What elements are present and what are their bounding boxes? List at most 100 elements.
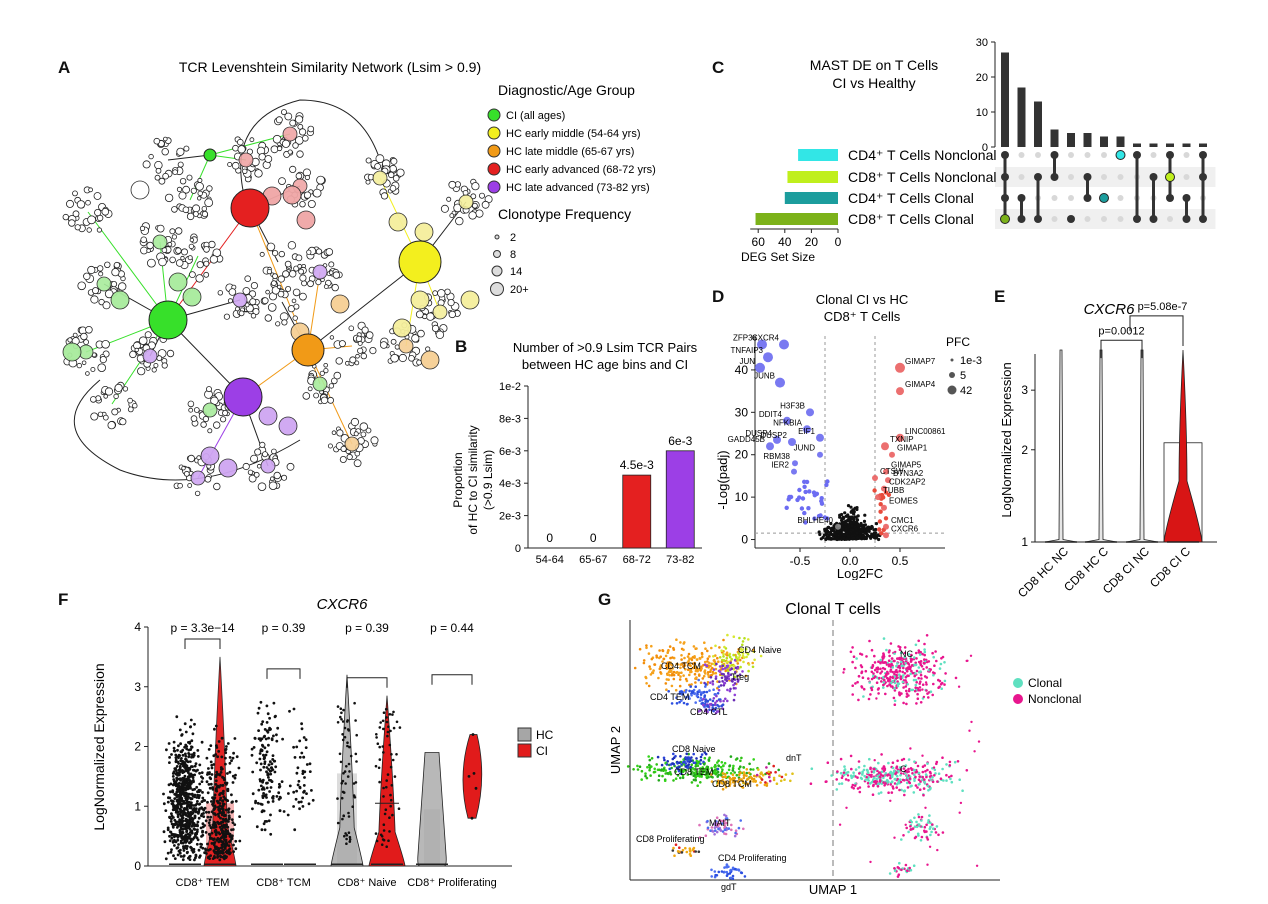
umap-point-clonality xyxy=(917,639,920,643)
cell-point xyxy=(277,791,281,795)
clonotype-node xyxy=(206,185,213,192)
cell-point xyxy=(184,844,188,848)
gene-point-CXCR6 xyxy=(883,532,889,539)
clonotype-node xyxy=(158,177,166,185)
cell-point xyxy=(197,816,201,820)
cell-point xyxy=(176,833,180,837)
network-node xyxy=(182,287,202,307)
umap-point-clonality xyxy=(919,701,923,704)
umap-point-clonality xyxy=(909,688,913,692)
gene-point-GIMAP7 xyxy=(895,362,905,373)
cell-point xyxy=(169,799,173,802)
cell-point xyxy=(209,760,213,764)
cell-point xyxy=(162,830,166,834)
umap-point-cd4-tcm xyxy=(670,684,674,688)
gene-point-GIMAP1 xyxy=(889,451,895,458)
cell-point xyxy=(375,839,379,843)
cell-point xyxy=(210,766,214,770)
umap-point-clonality xyxy=(922,793,925,797)
legend-label-hc-early-middle: HC early middle (54-64 yrs) xyxy=(506,128,640,140)
umap-point-clonality xyxy=(900,838,903,841)
umap-point-mait xyxy=(723,813,726,817)
panel-b-title-line1: Number of >0.9 Lsim TCR Pairs xyxy=(513,340,698,355)
cell-point xyxy=(230,801,234,804)
cell-point xyxy=(339,715,342,719)
cell-point xyxy=(221,809,225,813)
clonotype-node xyxy=(293,303,300,310)
clonotype-node xyxy=(252,307,260,315)
cell-point xyxy=(177,843,180,846)
cell-point xyxy=(382,829,386,832)
legend-swatch-hc xyxy=(517,727,532,742)
umap-point-mait xyxy=(723,819,726,822)
umap-point-clonality xyxy=(917,813,920,816)
cell-point xyxy=(170,833,174,837)
clonotype-node xyxy=(80,332,88,341)
clonotype-node xyxy=(365,331,374,339)
cell-point xyxy=(200,740,204,744)
clonotype-node xyxy=(167,241,173,247)
cell-point xyxy=(183,837,187,841)
umap-point-clonality xyxy=(905,702,908,706)
clonotype-node xyxy=(110,280,118,288)
cell-point xyxy=(198,856,201,859)
size-label-14: 14 xyxy=(510,266,522,278)
umap-point-cd4-ctl xyxy=(724,697,727,701)
umap-point-treg xyxy=(721,664,725,668)
cell-point xyxy=(342,814,346,817)
umap-point-outlier xyxy=(922,667,925,671)
umap-point-clonality xyxy=(867,697,871,701)
umap-point-clonality xyxy=(941,756,944,759)
cell-point xyxy=(266,800,270,804)
cell-point xyxy=(175,782,178,785)
umap-point-cd4-naive xyxy=(744,647,748,651)
umap-point-clonality xyxy=(907,674,910,678)
bar-73-82 xyxy=(665,450,695,549)
cell-point xyxy=(177,773,180,777)
cell-point xyxy=(201,796,205,800)
umap-point-clonality xyxy=(903,793,906,797)
umap-point-clonality xyxy=(914,683,918,687)
umap-point-treg xyxy=(721,667,724,671)
cell-point xyxy=(195,836,199,840)
umap-point-clonality xyxy=(925,836,929,839)
umap-point-cd4-tcm xyxy=(691,662,695,665)
umap-point-cd8-naive xyxy=(695,757,698,760)
umap-point-clonality xyxy=(935,762,938,766)
cell-point xyxy=(251,792,255,796)
cell-point xyxy=(177,756,180,760)
umap-point-clonality xyxy=(891,679,894,683)
cell-point xyxy=(224,747,228,751)
umap-point-clonality xyxy=(920,677,923,680)
umap-point-cd8-tem xyxy=(722,764,725,768)
umap-point-cd4-naive xyxy=(751,665,755,669)
background-gene-point xyxy=(825,531,829,535)
cell-point xyxy=(168,761,171,764)
umap-point-treg xyxy=(736,666,740,670)
cell-point xyxy=(201,829,204,833)
umap-point-cd4-tcm xyxy=(675,662,678,666)
umap-point-treg xyxy=(732,687,736,690)
umap-point-mait xyxy=(730,823,733,827)
umap-point-cd4-tcm xyxy=(736,662,740,665)
cell-point xyxy=(301,796,304,800)
umap-point-cd4-tcm xyxy=(675,670,679,674)
gene-point-CTSW xyxy=(872,475,878,482)
clonotype-node xyxy=(68,219,76,227)
umap-point-cd4-tcm xyxy=(666,673,669,676)
cell-point xyxy=(224,808,228,812)
cell-point xyxy=(175,715,179,719)
umap-point-clonality xyxy=(945,779,948,782)
pvalue-bracket xyxy=(184,638,221,649)
bar-value-label: 6e-3 xyxy=(668,434,692,448)
clonotype-node xyxy=(249,298,257,306)
intersection-bar xyxy=(1034,101,1042,147)
clonotype-node xyxy=(298,128,307,136)
umap-point-cd4-tcm xyxy=(714,671,718,675)
cell-point xyxy=(168,756,171,759)
umap-point-clonality xyxy=(879,776,882,779)
cell-point xyxy=(217,740,221,743)
pvalue-bracket xyxy=(266,668,301,679)
umap-point-cd4-tcm xyxy=(645,646,648,650)
